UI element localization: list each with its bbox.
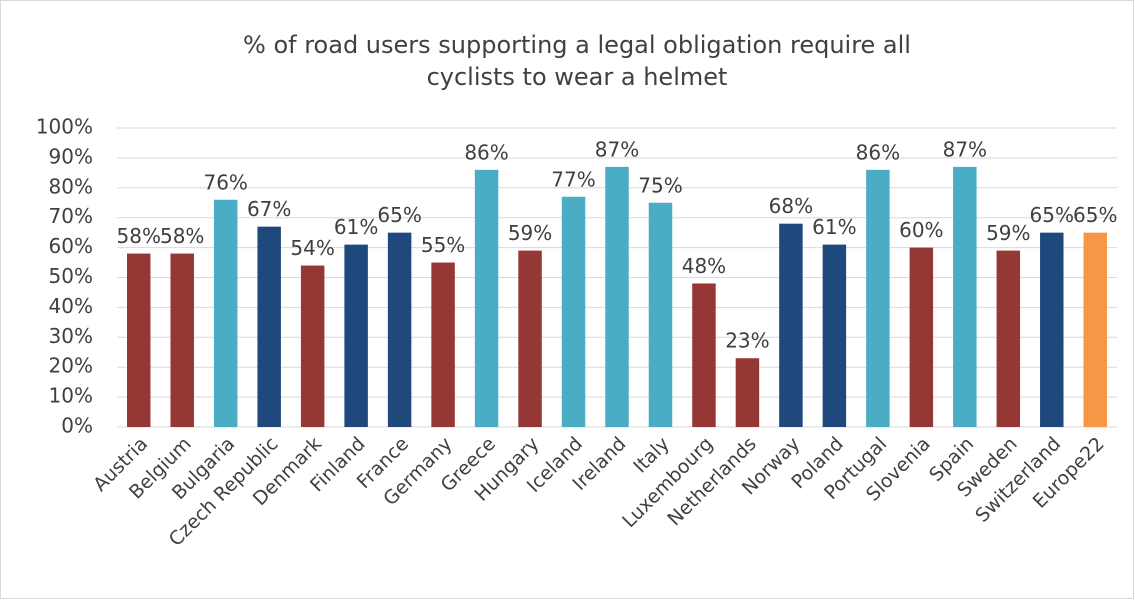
bar <box>387 232 412 427</box>
bar <box>170 253 194 427</box>
value-label: 61% <box>334 215 378 239</box>
bar <box>213 199 238 427</box>
value-label: 58% <box>160 224 204 248</box>
bar <box>996 250 1021 427</box>
value-label: 60% <box>899 218 943 242</box>
y-tick-label: 40% <box>49 294 93 318</box>
value-label: 68% <box>769 194 813 218</box>
y-tick-label: 80% <box>49 174 93 198</box>
y-tick-label: 0% <box>61 414 93 438</box>
bar <box>300 265 325 427</box>
value-label: 59% <box>986 221 1030 245</box>
value-label: 65% <box>1030 203 1074 227</box>
bar <box>648 202 673 427</box>
y-tick-label: 90% <box>49 144 93 168</box>
value-label: 86% <box>856 140 900 164</box>
value-label: 87% <box>943 137 987 161</box>
value-label: 87% <box>595 137 639 161</box>
value-label: 77% <box>551 167 595 191</box>
chart-title: cyclists to wear a helmet <box>427 63 728 91</box>
value-label: 67% <box>247 197 291 221</box>
value-label: 55% <box>421 233 465 257</box>
y-tick-label: 10% <box>49 384 93 408</box>
y-tick-label: 60% <box>49 234 93 258</box>
bar <box>822 244 847 427</box>
bar <box>257 226 281 427</box>
value-label: 58% <box>117 224 161 248</box>
bar <box>1040 232 1064 427</box>
value-label: 54% <box>290 236 334 260</box>
y-tick-label: 70% <box>49 204 93 228</box>
value-label: 48% <box>682 254 726 278</box>
value-label: 75% <box>638 173 682 197</box>
bar <box>909 247 934 427</box>
value-label: 23% <box>725 329 769 353</box>
chart-title: % of road users supporting a legal oblig… <box>243 31 911 59</box>
bar <box>953 166 977 427</box>
bar <box>344 244 368 427</box>
bar <box>518 250 542 427</box>
value-label: 86% <box>464 140 508 164</box>
value-label: 61% <box>812 215 856 239</box>
bar <box>735 358 760 427</box>
value-label: 65% <box>377 203 421 227</box>
y-tick-label: 100% <box>36 115 93 139</box>
bar <box>127 253 151 427</box>
bar <box>779 223 803 427</box>
bar <box>866 169 890 428</box>
bar <box>431 262 455 427</box>
value-label: 59% <box>508 221 552 245</box>
y-tick-label: 20% <box>49 354 93 378</box>
bar <box>561 196 586 427</box>
bar <box>474 169 499 428</box>
y-tick-label: 50% <box>49 264 93 288</box>
bar <box>605 166 629 427</box>
value-label: 65% <box>1073 203 1117 227</box>
y-tick-label: 30% <box>49 324 93 348</box>
bar <box>692 283 716 427</box>
value-label: 76% <box>203 170 247 194</box>
bar <box>1083 232 1107 427</box>
